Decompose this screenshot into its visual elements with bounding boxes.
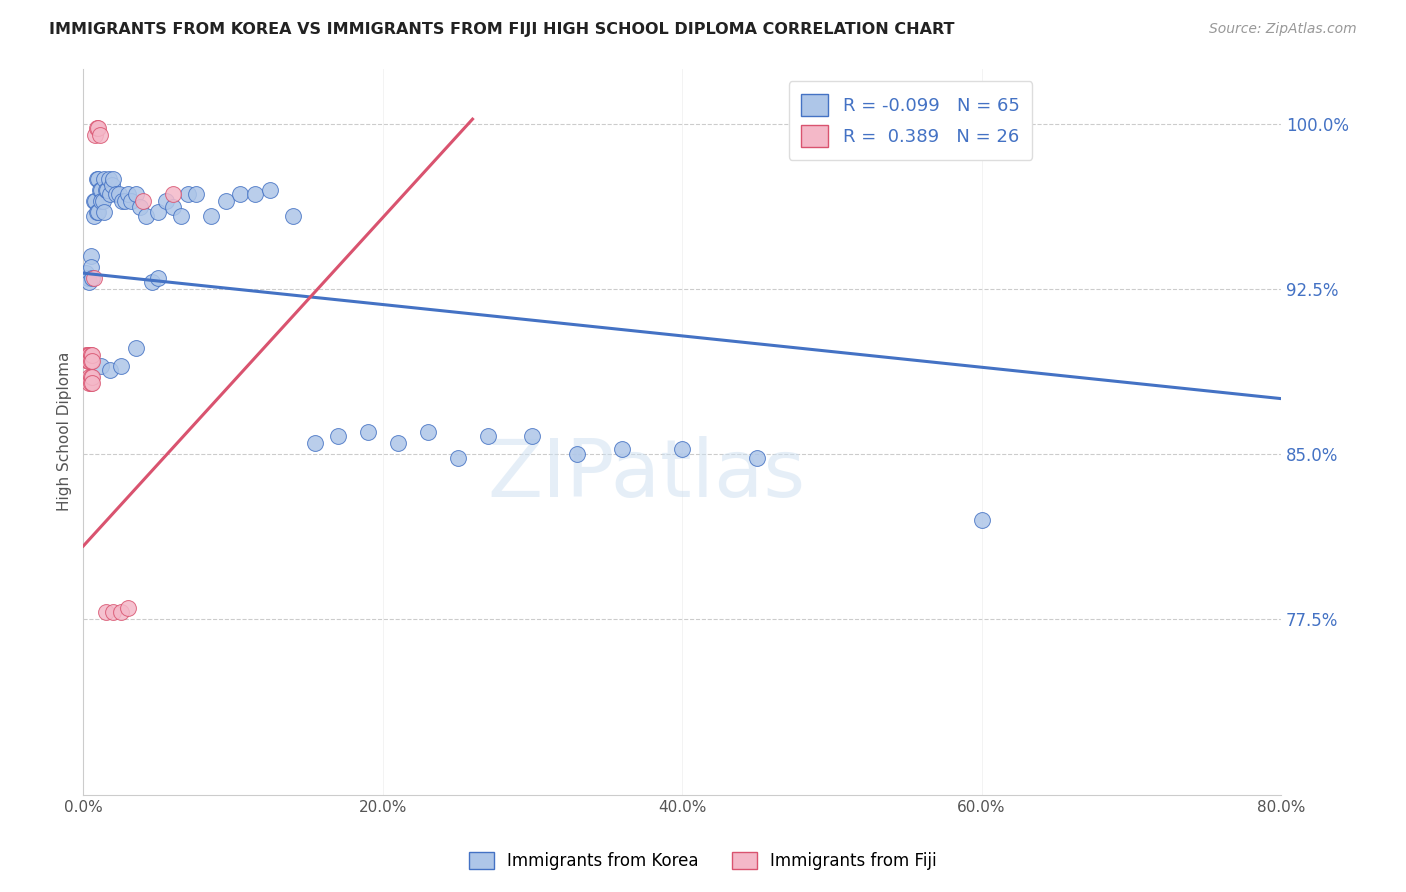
Point — [141, 275, 163, 289]
Point — [103, 171, 125, 186]
Point — [326, 429, 349, 443]
Point — [110, 359, 132, 373]
Point — [97, 171, 120, 186]
Point — [103, 605, 125, 619]
Point — [82, 354, 104, 368]
Point — [83, 194, 105, 208]
Point — [94, 605, 117, 619]
Point — [82, 369, 104, 384]
Point — [105, 186, 128, 201]
Point — [91, 194, 114, 208]
Text: ZIPatlas: ZIPatlas — [486, 436, 806, 514]
Point — [76, 354, 98, 368]
Point — [135, 209, 157, 223]
Point — [87, 120, 110, 135]
Point — [93, 204, 115, 219]
Point — [446, 450, 468, 465]
Legend: R = -0.099   N = 65, R =  0.389   N = 26: R = -0.099 N = 65, R = 0.389 N = 26 — [789, 81, 1032, 160]
Point — [155, 194, 177, 208]
Point — [162, 200, 184, 214]
Point — [132, 194, 155, 208]
Point — [245, 186, 267, 201]
Point — [82, 270, 104, 285]
Point — [125, 341, 148, 355]
Point — [281, 209, 304, 223]
Point — [970, 513, 993, 527]
Point — [77, 376, 100, 391]
Point — [86, 171, 108, 186]
Point — [745, 450, 768, 465]
Point — [94, 182, 117, 196]
Point — [522, 429, 544, 443]
Point — [90, 359, 112, 373]
Point — [82, 376, 104, 391]
Point — [83, 270, 105, 285]
Point — [114, 194, 136, 208]
Point — [87, 204, 110, 219]
Point — [89, 182, 111, 196]
Point — [117, 186, 139, 201]
Point — [612, 442, 634, 457]
Point — [100, 178, 122, 193]
Point — [84, 194, 107, 208]
Y-axis label: High School Diploma: High School Diploma — [58, 352, 72, 511]
Point — [75, 266, 97, 280]
Point — [77, 369, 100, 384]
Point — [82, 348, 104, 362]
Point — [229, 186, 252, 201]
Point — [416, 425, 439, 439]
Point — [75, 348, 97, 362]
Point — [80, 249, 103, 263]
Text: Source: ZipAtlas.com: Source: ZipAtlas.com — [1209, 22, 1357, 37]
Point — [87, 171, 110, 186]
Point — [80, 369, 103, 384]
Point — [477, 429, 499, 443]
Point — [93, 171, 115, 186]
Point — [177, 186, 200, 201]
Point — [146, 270, 169, 285]
Point — [77, 275, 100, 289]
Point — [214, 194, 236, 208]
Point — [90, 182, 112, 196]
Point — [86, 120, 108, 135]
Point — [76, 270, 98, 285]
Point — [304, 435, 326, 450]
Point — [90, 194, 112, 208]
Point — [98, 363, 121, 377]
Point — [108, 186, 131, 201]
Point — [86, 204, 108, 219]
Point — [80, 348, 103, 362]
Point — [169, 209, 191, 223]
Point — [200, 209, 222, 223]
Point — [671, 442, 693, 457]
Point — [77, 348, 100, 362]
Point — [184, 186, 207, 201]
Point — [80, 354, 103, 368]
Point — [83, 209, 105, 223]
Text: IMMIGRANTS FROM KOREA VS IMMIGRANTS FROM FIJI HIGH SCHOOL DIPLOMA CORRELATION CH: IMMIGRANTS FROM KOREA VS IMMIGRANTS FROM… — [49, 22, 955, 37]
Point — [259, 182, 281, 196]
Point — [89, 128, 111, 142]
Legend: Immigrants from Korea, Immigrants from Fiji: Immigrants from Korea, Immigrants from F… — [463, 845, 943, 877]
Point — [84, 128, 107, 142]
Point — [357, 425, 380, 439]
Point — [80, 376, 103, 391]
Point — [120, 194, 142, 208]
Point — [76, 348, 98, 362]
Point — [98, 186, 121, 201]
Point — [129, 200, 152, 214]
Point — [117, 600, 139, 615]
Point — [80, 260, 103, 274]
Point — [125, 186, 148, 201]
Point — [111, 194, 134, 208]
Point — [77, 354, 100, 368]
Point — [387, 435, 409, 450]
Point — [567, 447, 589, 461]
Point — [96, 182, 118, 196]
Point — [162, 186, 184, 201]
Point — [110, 605, 132, 619]
Point — [146, 204, 169, 219]
